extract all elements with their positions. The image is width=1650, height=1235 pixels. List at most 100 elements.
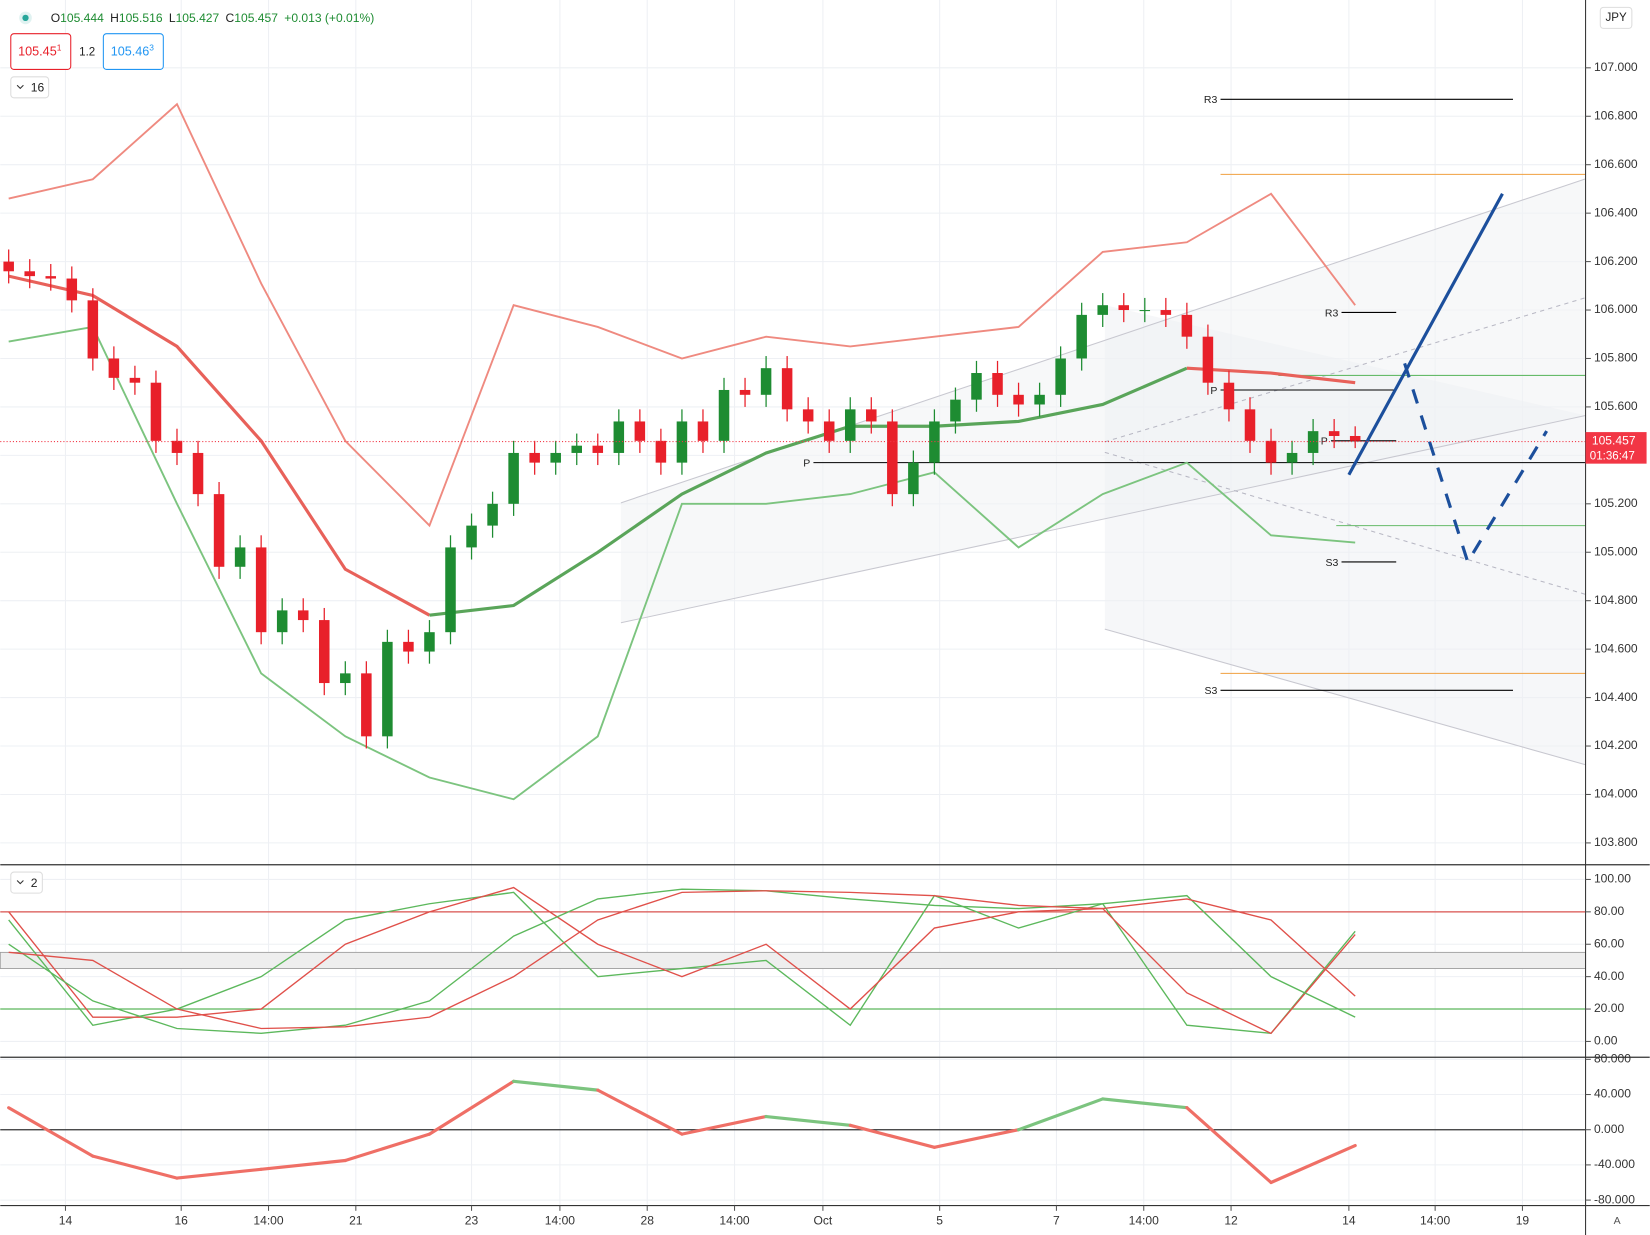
pivot-label: S3 <box>1205 685 1218 697</box>
momentum-segment <box>1016 1097 1105 1132</box>
ohlc-values: O105.444 H105.516 L105.427 C105.457 +0.013 (… <box>51 11 375 25</box>
candle-body <box>1349 435 1361 441</box>
candle-body <box>908 462 919 495</box>
candle-body <box>213 494 225 567</box>
x-tick-label: Oct <box>813 1214 832 1228</box>
y-tick-label: 103.800 <box>1594 835 1638 849</box>
y-tick-label: 0.000 <box>1594 1122 1625 1136</box>
candle-body <box>950 399 961 422</box>
channel-line <box>620 415 1586 624</box>
y-tick-label: 104.400 <box>1594 690 1638 704</box>
candle-body <box>150 382 162 441</box>
candle-body <box>634 421 646 441</box>
candle-body <box>1055 358 1066 395</box>
candle-body <box>802 409 814 422</box>
x-tick-label: 14 <box>1342 1214 1356 1228</box>
candle-body <box>171 440 183 453</box>
sell-price-sup[interactable]: 1 <box>57 43 62 53</box>
candle-body <box>403 641 414 652</box>
candle-body <box>487 503 498 526</box>
change: +0.013 (+0.01%) <box>284 11 374 25</box>
y-tick-label: 80.000 <box>1594 1052 1631 1066</box>
candle-body <box>866 409 877 422</box>
oscillator-count[interactable]: 2 <box>31 876 38 890</box>
candle-body <box>571 445 582 453</box>
y-tick-label: 105.800 <box>1594 351 1638 365</box>
x-tick-label: 7 <box>1053 1214 1060 1228</box>
momentum-segment <box>1185 1106 1273 1185</box>
buy-button[interactable] <box>102 33 164 70</box>
y-tick-label: 105.600 <box>1594 399 1638 413</box>
indicator-line <box>8 102 1356 528</box>
x-tick-label: 19 <box>1516 1214 1530 1228</box>
currency[interactable]: JPY <box>1605 12 1626 24</box>
ohlc-key: H <box>110 11 119 25</box>
candle-body <box>466 525 477 548</box>
candle-body <box>255 547 267 633</box>
candle-body <box>781 368 793 410</box>
sell-price-main[interactable]: 105.45 <box>18 45 57 59</box>
buy-price-main[interactable]: 105.46 <box>111 45 150 59</box>
y-tick-label: 104.000 <box>1594 787 1638 801</box>
momentum-segment <box>848 1123 936 1149</box>
candle-body <box>45 276 57 279</box>
ohlc-value: 105.516 <box>119 11 163 25</box>
candle-body <box>1265 440 1277 463</box>
candle-body <box>3 261 14 272</box>
candle-body <box>1328 431 1340 436</box>
candle-body <box>340 673 351 684</box>
y-tick-label: 100.00 <box>1594 872 1631 886</box>
candle-body <box>1181 314 1193 337</box>
indicators-count[interactable]: 16 <box>31 81 45 95</box>
y-tick-label: 104.600 <box>1594 641 1638 655</box>
candle-body <box>87 300 99 359</box>
pivot-label: R3 <box>1325 307 1339 319</box>
sell-button[interactable] <box>10 33 72 70</box>
momentum-segment <box>932 1128 1021 1149</box>
y-tick-label: 0.00 <box>1594 1034 1618 1048</box>
pivot-label: R3 <box>1204 94 1218 106</box>
buy-price-sup[interactable]: 3 <box>149 43 154 53</box>
x-tick-label: 14:00 <box>1420 1214 1451 1228</box>
candle-body <box>297 610 309 621</box>
pivot-label: P <box>803 457 810 469</box>
candle-body <box>613 421 625 453</box>
buy-price[interactable]: 105.463 <box>111 43 155 59</box>
chevron-icon <box>16 84 24 90</box>
candle-body <box>655 440 667 463</box>
x-tick-label: 14:00 <box>719 1214 750 1228</box>
y-tick-label: 80.00 <box>1594 904 1625 918</box>
currency-button[interactable] <box>1599 6 1633 29</box>
indicator-line <box>8 274 431 617</box>
momentum-segment <box>764 1114 852 1127</box>
candle-body <box>550 452 561 463</box>
oscillator-toggle[interactable] <box>10 871 43 894</box>
candle-body <box>382 641 393 737</box>
y-tick-label: 106.000 <box>1594 302 1638 316</box>
ohlc-key: O <box>51 11 60 25</box>
candle-body <box>66 278 78 301</box>
momentum-segment <box>91 1154 179 1180</box>
candle-body <box>361 673 372 737</box>
y-tick-label: -80.000 <box>1594 1192 1635 1206</box>
axes: 14 16 14:00 21 23 14:00 28 14:00 Oct 5 7 14:00 12 14 1… <box>59 60 1647 1228</box>
projection-line <box>1403 362 1548 566</box>
indicator-line <box>429 366 1188 617</box>
sell-price[interactable]: 105.451 <box>18 43 62 59</box>
indicators-toggle[interactable] <box>10 76 50 99</box>
projection-line <box>1347 193 1504 476</box>
ohlc-value: 105.427 <box>176 11 220 25</box>
candle-body <box>823 421 835 441</box>
auto-scale[interactable]: A <box>1614 1215 1621 1227</box>
y-tick-label: 105.200 <box>1594 496 1638 510</box>
candle-body <box>276 610 288 633</box>
spread: 1.2 <box>79 47 95 59</box>
candle-body <box>508 452 519 504</box>
oscillator-line <box>8 888 1356 1035</box>
y-tick-label: 106.400 <box>1594 205 1638 219</box>
indicator-line <box>1186 366 1356 385</box>
oscillator-line <box>8 890 1356 1030</box>
indicator-line <box>8 325 1356 801</box>
y-tick-label: 20.00 <box>1594 1001 1625 1015</box>
candle-body <box>844 409 856 441</box>
